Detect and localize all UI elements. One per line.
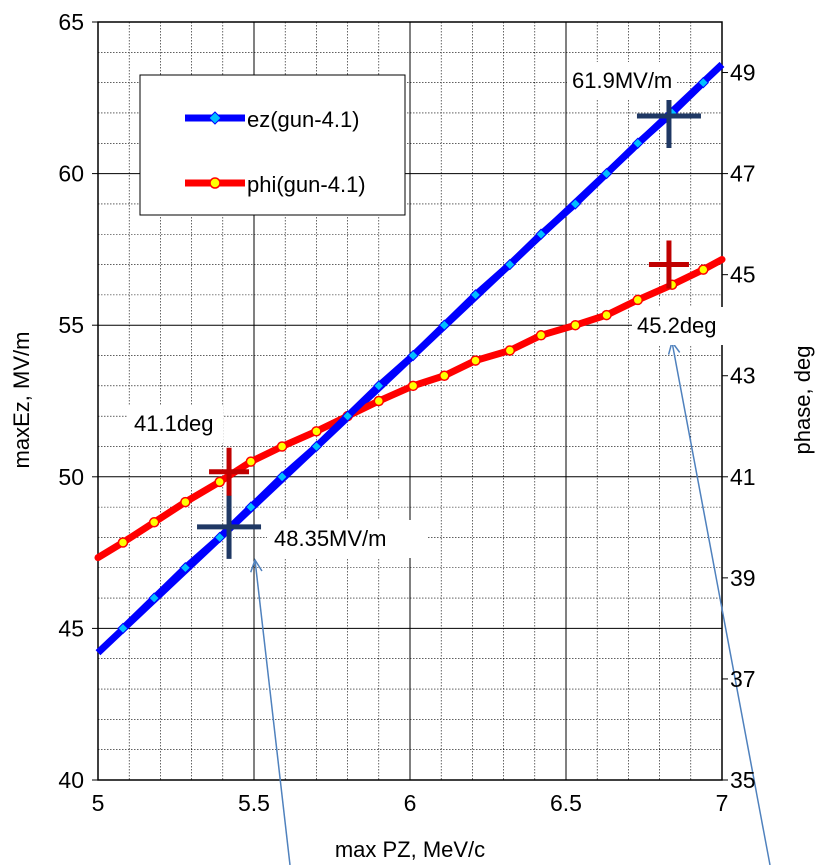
series-point-0 — [569, 198, 582, 210]
x-axis-title: max PZ, MeV/c — [335, 837, 485, 862]
series-point-1 — [601, 309, 612, 321]
y-tick-label: 50 — [58, 464, 84, 490]
y2-tick-label: 43 — [730, 363, 756, 389]
legend-swatch-marker — [209, 177, 221, 189]
arrow-to-48-35 — [254, 559, 291, 865]
series-point-0 — [632, 137, 644, 149]
legend: ez(gun-4.1) phi(gun-4.1) — [139, 74, 406, 216]
series-point-0 — [438, 319, 451, 331]
annot-41-1-bg — [128, 405, 223, 443]
series-point-0 — [504, 258, 516, 271]
arrow-group — [250, 340, 771, 865]
plot-area-frame — [97, 21, 723, 781]
series-point-1 — [570, 319, 581, 331]
arrow-to-45-2 — [671, 341, 771, 865]
series-point-1 — [148, 517, 160, 528]
series-point-0 — [117, 622, 129, 635]
arrow-to-48-35-head — [250, 558, 263, 573]
legend-label-ez: ez(gun-4.1) — [247, 107, 360, 132]
annot-48-35: 48.35MV/m — [274, 526, 387, 551]
series-point-0 — [407, 349, 419, 362]
y2-tick-label: 45 — [730, 262, 756, 288]
x-tick-label: 5.5 — [238, 790, 270, 816]
series-point-1 — [245, 456, 257, 467]
series-point-1 — [214, 476, 225, 488]
series-point-1 — [180, 496, 191, 508]
y-tick-label: 60 — [58, 161, 84, 187]
tick-labels: 5 5.5 6 6.5 7 40 45 50 55 60 65 35 37 39 41 43 45 47 49 — [58, 9, 755, 816]
annot-45-2: 45.2deg — [637, 313, 717, 338]
series-point-1 — [439, 370, 450, 381]
y2-tick-label: 47 — [730, 161, 756, 187]
series-point-1 — [470, 355, 481, 366]
y2-axis-title: phase, deg — [790, 346, 815, 455]
y2-tick-label: 39 — [730, 565, 756, 591]
legend-swatch-marker — [208, 111, 222, 125]
series-point-0 — [600, 167, 613, 180]
y-tick-label: 45 — [58, 615, 84, 641]
x-tick-label: 7 — [716, 790, 729, 816]
series-point-0 — [276, 471, 288, 483]
series-point-0 — [213, 531, 226, 544]
series-point-1 — [373, 395, 385, 407]
series-point-0 — [535, 228, 547, 240]
y-tick-label: 40 — [58, 767, 84, 793]
x-tick-label: 6.5 — [550, 790, 582, 816]
series-group — [94, 61, 726, 656]
annot-61-9-bg — [567, 62, 677, 100]
annot-61-9: 61.9MV/m — [572, 68, 672, 93]
annot-41-1: 41.1deg — [134, 411, 214, 436]
series-point-0 — [697, 76, 709, 89]
y-tick-label: 65 — [58, 9, 84, 35]
series-point-0 — [148, 592, 160, 604]
x-tick-label: 6 — [404, 790, 417, 816]
series-point-0 — [469, 289, 482, 301]
series-point-1 — [504, 345, 516, 356]
series-point-1 — [117, 537, 129, 548]
y2-tick-label: 49 — [730, 60, 756, 86]
y2-tick-label: 35 — [730, 767, 756, 793]
x-tick-label: 5 — [92, 790, 105, 816]
series-point-1 — [535, 330, 547, 341]
series-point-1 — [276, 441, 288, 452]
series-point-0 — [341, 410, 354, 422]
y2-tick-label: 37 — [730, 666, 756, 692]
series-point-0 — [373, 380, 385, 392]
series-point-1 — [407, 380, 419, 392]
series-point-0 — [179, 562, 192, 574]
y-tick-label: 55 — [58, 312, 84, 338]
series-point-0 — [245, 501, 257, 513]
series-point-1 — [632, 294, 644, 306]
y2-tick-label: 41 — [730, 464, 756, 490]
series-point-0 — [310, 440, 323, 453]
y-axis-title: maxEz, MV/m — [9, 332, 34, 469]
annot-45-2-bg — [632, 307, 724, 345]
series-point-1 — [311, 426, 322, 437]
annotations: 61.9MV/m 41.1deg 48.35MV/m 45.2deg — [128, 62, 724, 558]
series-point-1 — [698, 264, 709, 275]
legend-box — [139, 74, 406, 216]
legend-label-phi: phi(gun-4.1) — [247, 172, 366, 197]
annot-48-35-bg — [267, 520, 427, 558]
